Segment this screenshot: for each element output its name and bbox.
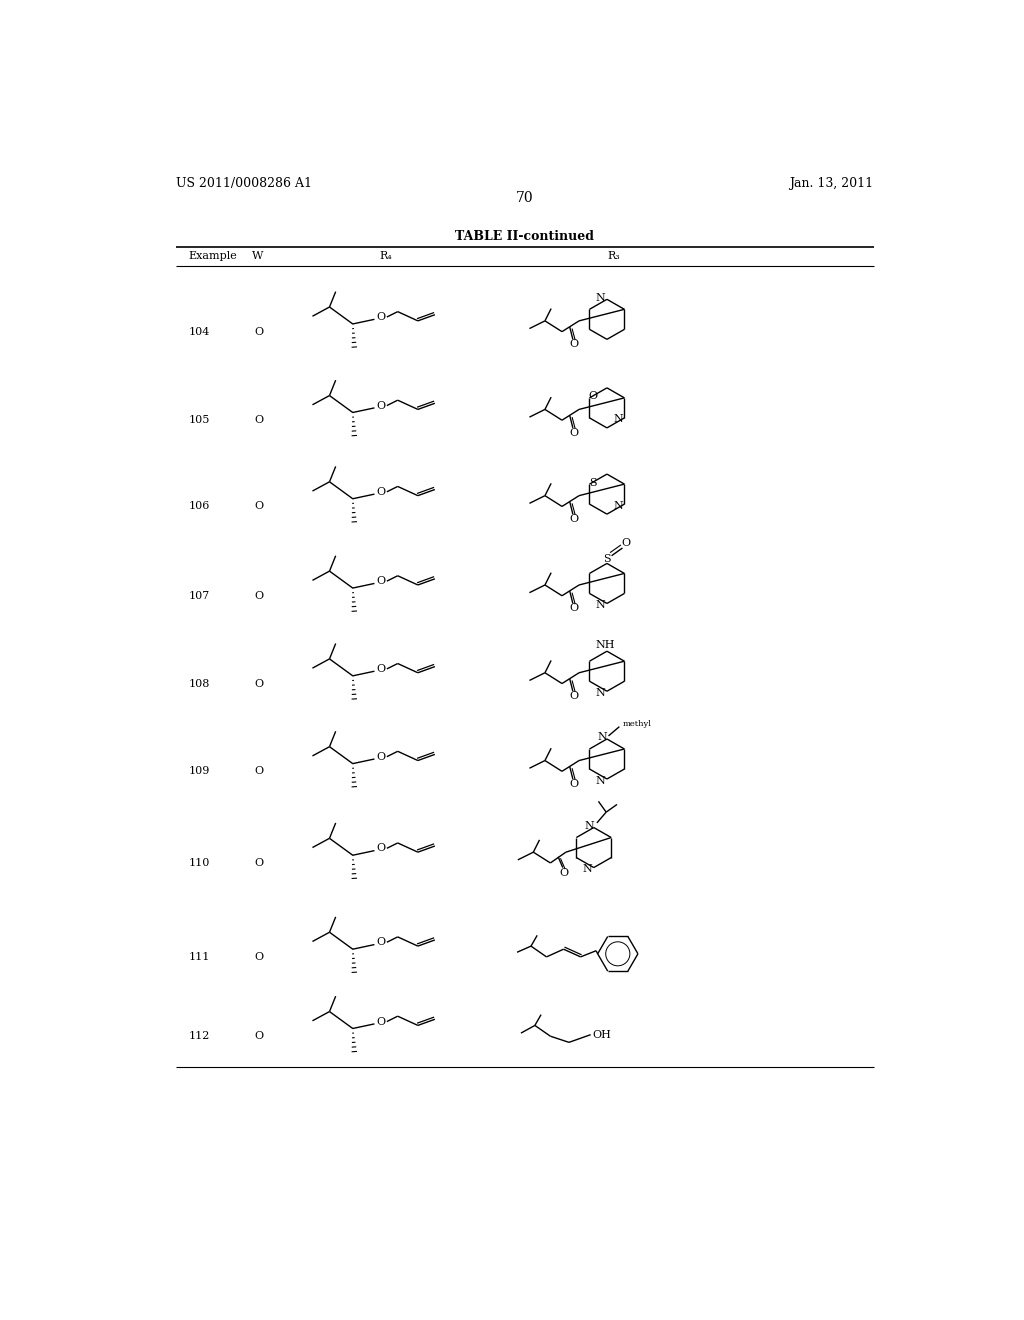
Text: 109: 109 [188, 767, 210, 776]
Text: N: N [583, 865, 593, 874]
Text: O: O [569, 779, 579, 788]
Text: NH: NH [596, 640, 615, 649]
Text: 104: 104 [188, 326, 210, 337]
Text: O: O [560, 869, 569, 878]
Text: 111: 111 [188, 952, 210, 962]
Text: S: S [589, 478, 596, 487]
Text: W: W [252, 251, 263, 261]
Text: O: O [621, 539, 630, 548]
Text: O: O [254, 952, 263, 962]
Text: O: O [376, 312, 385, 322]
Text: N: N [613, 414, 623, 425]
Text: N: N [613, 500, 623, 511]
Text: O: O [254, 326, 263, 337]
Text: 107: 107 [188, 591, 210, 601]
Text: O: O [376, 751, 385, 762]
Text: O: O [376, 843, 385, 853]
Text: Jan. 13, 2011: Jan. 13, 2011 [790, 177, 873, 190]
Text: O: O [254, 416, 263, 425]
Text: O: O [254, 678, 263, 689]
Text: 106: 106 [188, 502, 210, 511]
Text: O: O [569, 690, 579, 701]
Text: 112: 112 [188, 1031, 210, 1041]
Text: N: N [596, 776, 605, 785]
Text: O: O [376, 576, 385, 586]
Text: 110: 110 [188, 858, 210, 869]
Text: OH: OH [592, 1030, 611, 1040]
Text: 70: 70 [516, 191, 534, 206]
Text: O: O [254, 1031, 263, 1041]
Text: O: O [376, 664, 385, 675]
Text: N: N [597, 733, 607, 742]
Text: N: N [596, 688, 605, 698]
Text: O: O [376, 937, 385, 948]
Text: O: O [588, 391, 597, 401]
Text: O: O [376, 400, 385, 411]
Text: O: O [254, 591, 263, 601]
Text: N: N [596, 601, 605, 610]
Text: R₃: R₃ [607, 251, 620, 261]
Text: TABLE II-continued: TABLE II-continued [456, 231, 594, 243]
Text: O: O [254, 767, 263, 776]
Text: O: O [376, 487, 385, 496]
Text: methyl: methyl [623, 719, 651, 727]
Text: O: O [254, 502, 263, 511]
Text: 108: 108 [188, 678, 210, 689]
Text: O: O [569, 513, 579, 524]
Text: O: O [254, 858, 263, 869]
Text: Example: Example [188, 251, 238, 261]
Text: O: O [376, 1016, 385, 1027]
Text: O: O [569, 603, 579, 612]
Text: 105: 105 [188, 416, 210, 425]
Text: O: O [569, 339, 579, 348]
Text: O: O [569, 428, 579, 437]
Text: S: S [603, 554, 610, 564]
Text: US 2011/0008286 A1: US 2011/0008286 A1 [176, 177, 312, 190]
Text: R₄: R₄ [380, 251, 392, 261]
Text: N: N [596, 293, 605, 302]
Text: N: N [585, 821, 594, 832]
